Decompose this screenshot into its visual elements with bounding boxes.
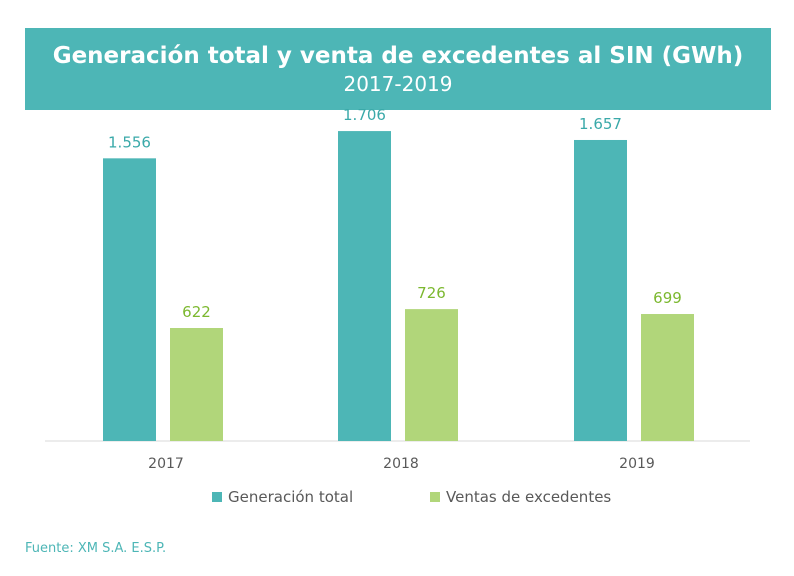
bar-ventas-2019 bbox=[641, 314, 694, 441]
chart-subtitle: 2017-2019 bbox=[343, 72, 453, 96]
data-label-generacion-2019: 1.657 bbox=[579, 115, 622, 133]
legend-swatch-generacion bbox=[212, 492, 222, 502]
x-tick-label-2018: 2018 bbox=[383, 456, 419, 472]
chart-title: Generación total y venta de excedentes a… bbox=[52, 43, 744, 69]
data-label-generacion-2017: 1.556 bbox=[108, 133, 151, 151]
source-note: Fuente: XM S.A. E.S.P. bbox=[25, 541, 167, 556]
data-label-ventas-2019: 699 bbox=[653, 289, 682, 307]
chart-title-banner: Generación total y venta de excedentes a… bbox=[25, 28, 771, 110]
data-label-ventas-2018: 726 bbox=[417, 284, 446, 302]
legend-label-generacion: Generación total bbox=[228, 488, 353, 506]
bar-ventas-2017 bbox=[170, 328, 223, 441]
legend-swatch-ventas bbox=[430, 492, 440, 502]
bar-generacion-2018 bbox=[338, 131, 391, 441]
x-tick-label-2019: 2019 bbox=[619, 456, 655, 472]
data-label-ventas-2017: 622 bbox=[182, 303, 211, 321]
bar-generacion-2017 bbox=[103, 158, 156, 441]
bar-ventas-2018 bbox=[405, 309, 458, 441]
x-tick-label-2017: 2017 bbox=[148, 456, 184, 472]
data-label-generacion-2018: 1.706 bbox=[343, 106, 386, 124]
legend-label-ventas: Ventas de excedentes bbox=[446, 488, 611, 506]
bar-generacion-2019 bbox=[574, 139, 627, 441]
